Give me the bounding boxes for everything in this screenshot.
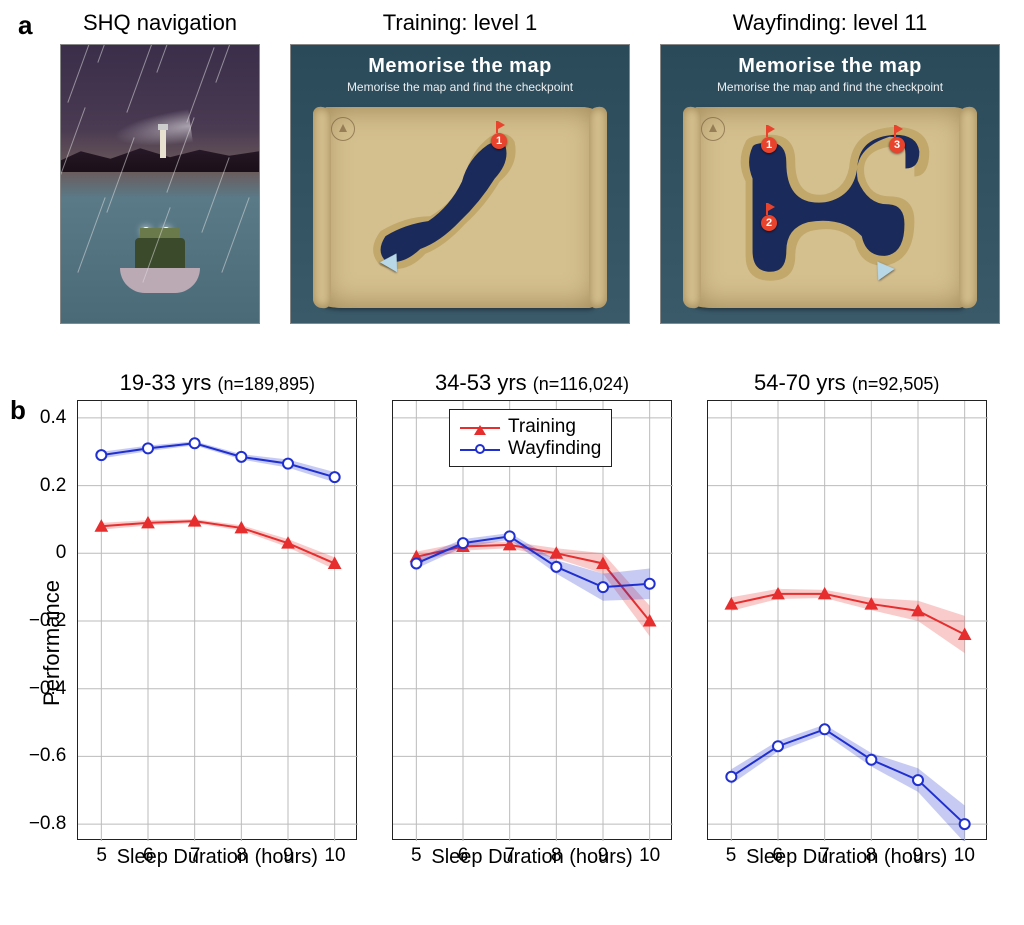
checkpoint-marker: 2 <box>761 215 777 231</box>
checkpoint-number: 1 <box>766 139 772 151</box>
checkpoint-marker: 1 <box>761 137 777 153</box>
chart-n-title: (n=116,024) <box>533 374 629 394</box>
chart-54-70: 54-70 yrs (n=92,505) 5678910 Sleep Durat… <box>689 370 1004 915</box>
legend-row-training: Training <box>460 416 601 438</box>
chart-n-title: (n=189,895) <box>217 374 315 394</box>
panel-label-a: a <box>18 10 32 41</box>
flag-icon <box>496 121 498 133</box>
map-subheader: Memorise the map and find the checkpoint <box>291 80 629 94</box>
subpanel-title: Training: level 1 <box>383 10 537 36</box>
chart-age-title: 19-33 yrs <box>120 370 212 395</box>
shq-scene <box>60 44 260 324</box>
subpanel-title: SHQ navigation <box>83 10 237 36</box>
river-shape <box>691 107 969 306</box>
map-subheader: Memorise the map and find the checkpoint <box>661 80 999 94</box>
checkpoint-marker: 3 <box>889 137 905 153</box>
subpanel-title: Wayfinding: level 11 <box>733 10 927 36</box>
plot-area: 56789100.40.20−0.2−0.4−0.6−0.8 <box>77 400 357 840</box>
chart-19-33: 19-33 yrs (n=189,895) 56789100.40.20−0.2… <box>60 370 375 915</box>
subpanel-wayfinding: Wayfinding: level 11 Memorise the map Me… <box>660 10 1000 340</box>
subpanel-training: Training: level 1 Memorise the map Memor… <box>290 10 630 340</box>
panel-label-b: b <box>10 395 26 426</box>
legend: Training Wayfinding <box>449 409 612 467</box>
flag-icon <box>766 203 768 215</box>
checkpoint-number: 3 <box>894 139 900 151</box>
checkpoint-marker: 1 <box>491 133 507 149</box>
chart-age-title: 34-53 yrs <box>435 370 527 395</box>
legend-row-wayfinding: Wayfinding <box>460 438 601 460</box>
plot-area: 5678910 Training Wayfinding <box>392 400 672 840</box>
legend-label: Training <box>508 416 576 438</box>
chart-n-title: (n=92,505) <box>852 374 940 394</box>
training-map: Memorise the map Memorise the map and fi… <box>290 44 630 324</box>
wayfinding-map: Memorise the map Memorise the map and fi… <box>660 44 1000 324</box>
map-header: Memorise the map <box>661 55 999 78</box>
subpanel-shq-nav: SHQ navigation <box>60 10 260 340</box>
checkpoint-number: 1 <box>496 135 502 147</box>
panel-b: Performance 19-33 yrs (n=189,895) 567891… <box>60 370 1004 915</box>
legend-label: Wayfinding <box>508 438 601 460</box>
chart-age-title: 54-70 yrs <box>754 370 846 395</box>
plot-area: 5678910 <box>707 400 987 840</box>
panel-a: SHQ navigation Training: level 1 <box>60 10 1004 340</box>
flag-icon <box>894 125 896 137</box>
chart-34-53: 34-53 yrs (n=116,024) 5678910 Training W… <box>375 370 690 915</box>
checkpoint-number: 2 <box>766 217 772 229</box>
map-header: Memorise the map <box>291 55 629 78</box>
river-shape <box>321 107 599 306</box>
flag-icon <box>766 125 768 137</box>
